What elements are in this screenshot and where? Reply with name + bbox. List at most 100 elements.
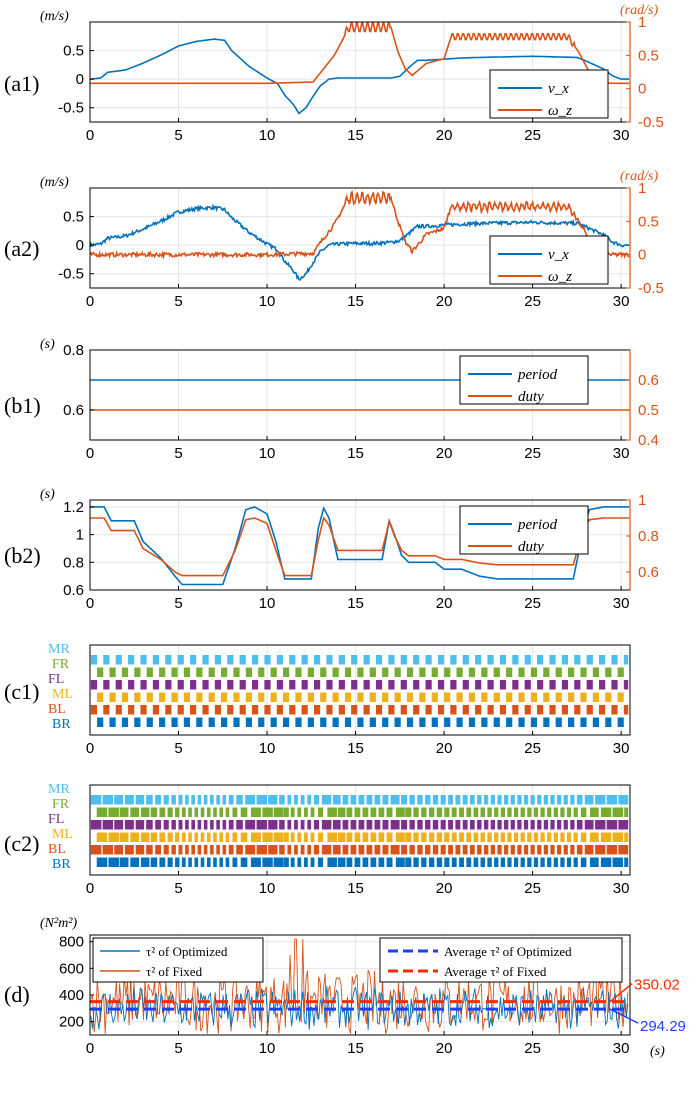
gait-bar-MR — [487, 655, 494, 665]
gait-bar-MR — [342, 795, 349, 805]
gait-bar-BL — [222, 845, 227, 855]
gait-bar-BL — [177, 705, 184, 715]
gait-bar-BL — [487, 705, 494, 715]
x-tick-label: 5 — [174, 1040, 182, 1057]
gait-bar-BL — [574, 705, 581, 715]
gait-bar-MR — [490, 795, 496, 805]
x-tick-label: 0 — [86, 1040, 94, 1057]
gait-bar-FR — [533, 807, 539, 817]
gait-bar-FR — [444, 807, 450, 817]
gait-bar-BR — [500, 857, 505, 867]
gait-bar-ML — [568, 692, 575, 702]
gait-bar-BR — [543, 717, 550, 727]
gait-bar-FR — [307, 667, 314, 677]
gait-bar-ML — [527, 832, 532, 842]
gait-bar-BR — [167, 857, 173, 867]
gait-bar-ML — [337, 832, 346, 842]
gait-bar-FR — [225, 807, 230, 817]
gait-bar-MR — [256, 795, 267, 805]
gait-bar-BL — [537, 845, 542, 855]
gait-bar-ML — [580, 692, 587, 702]
x-tick-label: 0 — [86, 293, 94, 310]
series-line-v_x — [89, 38, 630, 115]
panel-label: (d) — [4, 982, 30, 1007]
gait-bar-BR — [225, 857, 230, 867]
gait-bar-BR — [109, 717, 116, 727]
gait-bar-FL — [197, 820, 202, 830]
leg-label-MR: MR — [48, 782, 70, 797]
gait-bar-FL — [425, 680, 432, 690]
gait-bar-BR — [344, 717, 352, 727]
gait-bar-BR — [436, 857, 443, 867]
gait-bar-FL — [499, 680, 507, 690]
left-axis-unit: (m/s) — [40, 175, 69, 190]
gait-bar-ML — [624, 832, 629, 842]
gait-bar-FR — [354, 807, 361, 817]
gait-bar-FL — [313, 820, 320, 830]
gait-bar-ML — [310, 832, 315, 842]
gait-bar-BR — [221, 717, 228, 727]
gait-bar-FR — [566, 807, 572, 817]
x-tick-label: 30 — [613, 445, 630, 462]
gait-bar-BR — [419, 717, 426, 727]
x-tick-label: 10 — [259, 740, 276, 757]
gait-bar-FR — [219, 807, 224, 817]
series-line-optimized — [90, 986, 629, 1031]
gait-bar-FR — [317, 807, 324, 817]
gait-bar-FR — [481, 667, 488, 677]
gait-bar-ML — [406, 692, 414, 702]
gait-bar-FL — [191, 820, 195, 830]
gait-bar-MR — [358, 795, 365, 805]
gait-bar-FL — [252, 680, 259, 690]
gait-bar-FL — [543, 820, 549, 830]
gait-bar-FL — [178, 820, 183, 830]
gait-bar-MR — [425, 655, 432, 665]
gait-bar-FR — [297, 807, 302, 817]
gait-bar-FL — [437, 680, 445, 690]
gait-bar-MR — [623, 655, 629, 665]
gait-bar-ML — [617, 692, 624, 702]
gait-bar-BL — [307, 845, 312, 855]
gait-bar-MR — [351, 655, 358, 665]
gait-bar-FL — [276, 680, 283, 690]
gait-bar-BL — [524, 705, 531, 715]
gait-bar-BR — [444, 857, 450, 867]
gait-bar-BL — [623, 705, 629, 715]
gait-bar-FL — [214, 680, 222, 690]
gait-bar-BL — [490, 845, 496, 855]
gait-bar-FL — [563, 820, 568, 830]
gait-bar-BR — [566, 857, 572, 867]
gait-bar-FL — [222, 820, 227, 830]
gait-bar-BR — [547, 857, 552, 867]
gait-bar-ML — [566, 832, 572, 842]
gait-bar-FL — [530, 820, 535, 830]
gait-bar-BR — [270, 717, 277, 727]
gait-bar-BR — [354, 857, 361, 867]
gait-bar-FL — [448, 820, 454, 830]
gait-bar-MR — [440, 795, 446, 805]
gait-bar-BR — [431, 717, 438, 727]
gait-bar-BL — [239, 705, 246, 715]
gait-bar-ML — [468, 692, 476, 702]
gait-bar-FL — [163, 820, 169, 830]
gait-bar-MR — [517, 795, 522, 805]
gait-bar-FL — [409, 820, 415, 830]
gait-bar-ML — [436, 832, 443, 842]
gait-bar-ML — [560, 832, 565, 842]
gait-bar-MR — [366, 795, 373, 805]
gait-bar-MR — [326, 655, 333, 665]
gait-bar-FL — [203, 820, 208, 830]
gait-bar-BR — [468, 717, 476, 727]
gait-bar-FR — [121, 667, 129, 677]
gait-bar-BR — [568, 717, 575, 727]
gait-bar-FR — [527, 807, 532, 817]
gait-bar-MR — [350, 795, 357, 805]
gait-bar-FR — [245, 667, 252, 677]
gait-bar-BR — [533, 857, 539, 867]
gait-bar-FL — [388, 680, 395, 690]
gait-bar-MR — [512, 655, 519, 665]
gait-bar-FR — [262, 807, 273, 817]
gait-bar-BR — [473, 857, 479, 867]
gait-bar-ML — [140, 832, 150, 842]
gait-bar-FR — [382, 667, 389, 677]
